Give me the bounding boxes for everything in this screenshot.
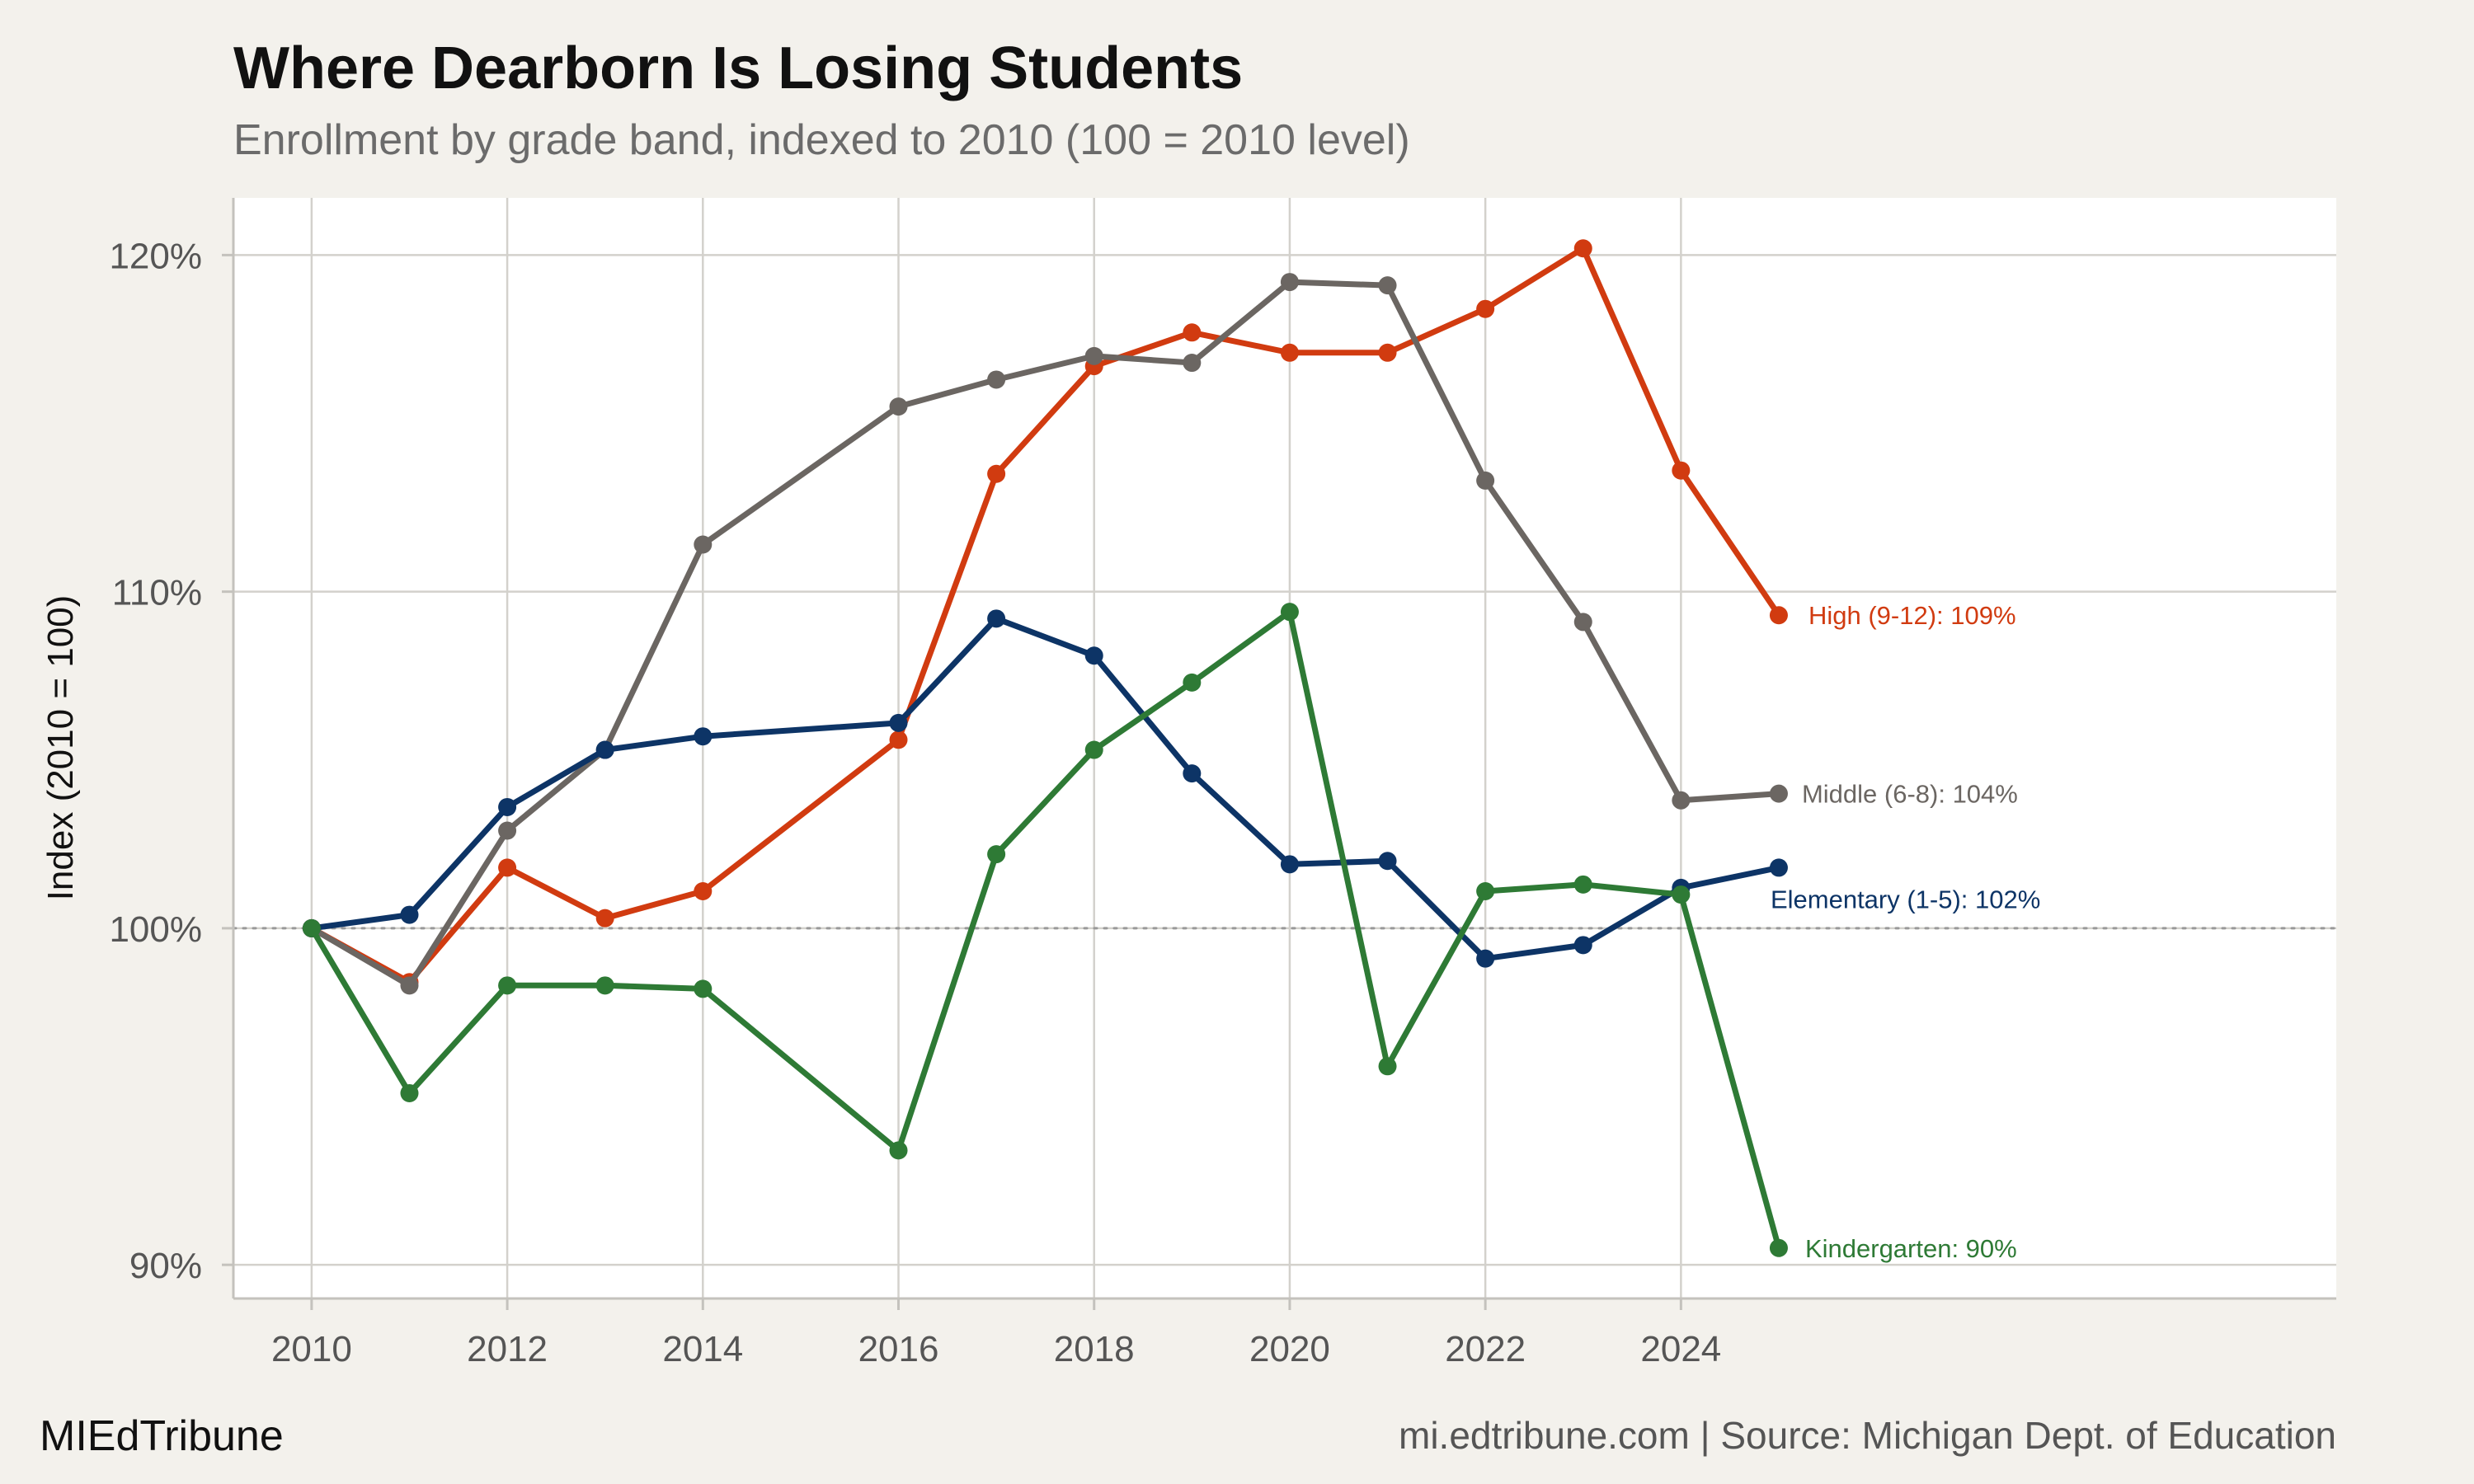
data-point-kindergarten (1769, 1238, 1788, 1257)
end-label-kindergarten: Kindergarten: 90% (1805, 1234, 2017, 1263)
data-point-high-9-12 (1672, 461, 1691, 480)
data-point-middle-6-8 (1183, 354, 1202, 373)
data-point-high-9-12 (1573, 239, 1592, 258)
data-point-kindergarten (1672, 885, 1691, 904)
data-point-high-9-12 (1769, 606, 1788, 625)
y-tick-label: 90% (129, 1246, 202, 1286)
data-point-kindergarten (1084, 740, 1103, 759)
data-point-elementary-1-5 (1573, 936, 1592, 955)
tick-labels: 2010 2012 2014 2016 2018 2020 2022 2024 90% 100% 1… (109, 236, 1721, 1369)
data-point-high-9-12 (498, 858, 517, 877)
data-point-kindergarten (1183, 673, 1202, 692)
chart-title: Where Dearborn Is Losing Students (233, 35, 1244, 101)
data-point-middle-6-8 (1280, 273, 1299, 292)
data-point-elementary-1-5 (1183, 764, 1202, 783)
data-point-high-9-12 (694, 882, 713, 901)
x-tick-label: 2010 (271, 1329, 352, 1369)
x-tick-label: 2018 (1054, 1329, 1135, 1369)
data-point-high-9-12 (1280, 343, 1299, 362)
end-label-elementary-1-5: Elementary (1-5): 102% (1771, 885, 2040, 913)
data-point-elementary-1-5 (498, 797, 517, 816)
data-point-middle-6-8 (400, 976, 419, 995)
data-point-middle-6-8 (889, 397, 908, 416)
data-point-middle-6-8 (694, 535, 713, 554)
end-label-middle-6-8: Middle (6-8): 104% (1802, 780, 2018, 809)
data-point-kindergarten (302, 918, 321, 937)
data-point-elementary-1-5 (1084, 646, 1103, 665)
brand-name: MIEdTribune (40, 1412, 284, 1460)
data-point-high-9-12 (987, 464, 1006, 483)
data-point-middle-6-8 (1378, 276, 1397, 295)
data-point-middle-6-8 (1573, 613, 1592, 632)
data-point-kindergarten (498, 976, 517, 995)
data-point-middle-6-8 (1769, 784, 1788, 803)
chart-subtitle: Enrollment by grade band, indexed to 201… (233, 116, 1410, 164)
x-tick-label: 2022 (1445, 1329, 1526, 1369)
data-point-high-9-12 (1183, 323, 1202, 342)
y-tick-label: 120% (109, 236, 202, 276)
data-point-high-9-12 (1378, 343, 1397, 362)
end-labels: High (9-12): 109% Middle (6-8): 104% Eleme… (1771, 601, 2040, 1263)
x-tick-label: 2020 (1249, 1329, 1330, 1369)
data-point-kindergarten (889, 1141, 908, 1160)
data-point-elementary-1-5 (1769, 858, 1788, 877)
data-point-kindergarten (694, 979, 713, 998)
data-point-middle-6-8 (1672, 791, 1691, 810)
source-credit: mi.edtribune.com | Source: Michigan Dept… (1399, 1414, 2336, 1457)
y-axis-title: Index (2010 = 100) (40, 595, 81, 901)
plot-panel (233, 198, 2336, 1298)
data-point-kindergarten (1378, 1057, 1397, 1076)
end-label-high-9-12: High (9-12): 109% (1808, 601, 2016, 630)
data-point-elementary-1-5 (694, 727, 713, 746)
series-lines (302, 239, 1788, 1257)
data-point-middle-6-8 (1476, 471, 1495, 490)
data-point-elementary-1-5 (1476, 949, 1495, 968)
data-point-high-9-12 (889, 730, 908, 749)
data-point-middle-6-8 (498, 821, 517, 840)
data-point-kindergarten (987, 845, 1006, 864)
axes (222, 198, 2336, 1310)
data-point-elementary-1-5 (987, 609, 1006, 628)
data-point-middle-6-8 (1084, 346, 1103, 365)
data-point-elementary-1-5 (889, 713, 908, 732)
data-point-high-9-12 (595, 909, 614, 928)
data-point-kindergarten (400, 1083, 419, 1102)
y-tick-label: 110% (112, 573, 202, 613)
x-tick-label: 2014 (662, 1329, 743, 1369)
data-point-elementary-1-5 (1378, 852, 1397, 871)
data-point-kindergarten (595, 976, 614, 995)
data-point-middle-6-8 (987, 370, 1006, 389)
data-point-high-9-12 (1476, 299, 1495, 318)
data-point-kindergarten (1280, 603, 1299, 622)
data-point-kindergarten (1476, 882, 1495, 901)
x-tick-label: 2024 (1640, 1329, 1721, 1369)
x-tick-label: 2012 (467, 1329, 548, 1369)
data-point-elementary-1-5 (400, 905, 419, 924)
grid-lines (233, 198, 2336, 1298)
data-point-kindergarten (1573, 875, 1592, 894)
data-point-elementary-1-5 (595, 740, 614, 759)
x-tick-label: 2016 (858, 1329, 939, 1369)
data-point-elementary-1-5 (1280, 855, 1299, 874)
y-tick-label: 100% (109, 909, 202, 950)
